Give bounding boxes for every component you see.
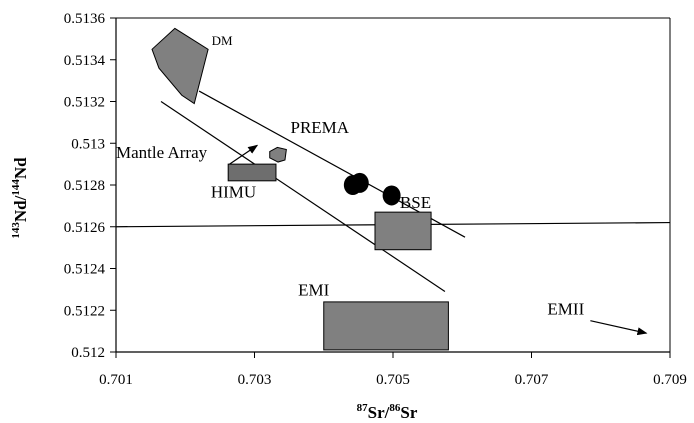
- emii-label: EMII: [547, 299, 584, 318]
- emii-arrow: [590, 320, 648, 336]
- sample-point: [350, 172, 369, 193]
- y-tick-label: 0.5122: [64, 303, 105, 319]
- y-tick-label: 0.5134: [64, 53, 106, 69]
- prema-label: PREMA: [291, 118, 350, 137]
- mantle-array-label: Mantle Array: [116, 143, 208, 162]
- himu-label: HIMU: [211, 183, 256, 202]
- x-tick-label: 0.707: [515, 372, 549, 388]
- y-tick-label: 0.5124: [64, 262, 106, 278]
- y-tick-label: 0.5136: [64, 11, 106, 27]
- emi-label: EMI: [298, 281, 330, 300]
- x-tick-label: 0.709: [653, 372, 687, 388]
- y-tick-label: 0.5132: [64, 95, 105, 111]
- dm-field: [151, 27, 209, 105]
- y-tick-label: 0.5128: [64, 178, 105, 194]
- mantle-array-arrow: [229, 144, 259, 165]
- emi-field: [323, 301, 449, 351]
- y-tick-label: 0.5126: [64, 220, 106, 236]
- himu-field: [227, 163, 277, 182]
- sample-point: [382, 185, 401, 206]
- dm-label: DM: [212, 33, 233, 48]
- x-axis-title: 87Sr/86Sr: [357, 402, 418, 422]
- bse-label: BSE: [400, 193, 431, 212]
- y-tick-label: 0.512: [71, 345, 105, 361]
- plot-area: DM PREMA Mantle Array HIMU BSE EMI EMII: [115, 27, 671, 351]
- x-tick-label: 0.701: [99, 372, 133, 388]
- bse-field: [374, 211, 432, 251]
- x-tick-label: 0.703: [238, 372, 272, 388]
- prema-field: [269, 146, 287, 163]
- x-tick-label: 0.705: [376, 372, 410, 388]
- x-axis-ticks: 0.701 0.703 0.705 0.707 0.709: [99, 352, 687, 388]
- mantle-array-lower-line: [160, 101, 446, 292]
- y-axis-title: 143Nd/144Nd: [10, 157, 30, 239]
- y-tick-label: 0.513: [71, 136, 105, 152]
- y-axis-ticks: 0.512 0.5122 0.5124 0.5126 0.5128 0.513 0.5132…: [64, 11, 116, 361]
